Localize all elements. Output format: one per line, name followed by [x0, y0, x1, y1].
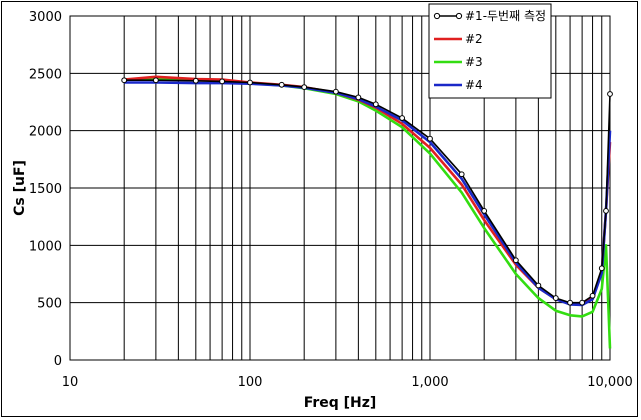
- legend-label: #4: [465, 78, 483, 92]
- series-1-marker: [301, 84, 308, 90]
- series-line-2: [124, 75, 612, 306]
- series-1-marker: [579, 299, 586, 306]
- series-1-marker: [589, 292, 596, 299]
- x-tick-label: 100: [238, 375, 263, 390]
- legend-box: [428, 3, 552, 99]
- tick-labels: 10 100 1,000 10,000 0 500 1000 1500 2000 2500 3000: [29, 10, 633, 390]
- series-1-marker: [607, 91, 613, 97]
- y-axis-label: Cs [uF]: [12, 160, 28, 216]
- series-1-marker: [278, 81, 285, 88]
- y-tick-label: 1000: [29, 239, 62, 254]
- y-tick-label: 500: [37, 297, 62, 312]
- series-1-marker: [427, 135, 433, 142]
- legend-label: #2: [465, 32, 483, 46]
- series-1-marker: [458, 171, 465, 178]
- series-1-marker: [567, 299, 573, 306]
- series-1-marker: [355, 94, 362, 101]
- series-1-marker: [219, 78, 226, 85]
- y-tick-label: 2500: [29, 67, 62, 82]
- series-line-1: [124, 79, 611, 304]
- legend-label: #1-두번째 측정: [465, 9, 546, 23]
- legend-marker: [455, 12, 463, 20]
- series-1-marker: [598, 265, 605, 272]
- x-tick-label: 10,000: [587, 375, 633, 390]
- y-tick-label: 1500: [29, 182, 62, 197]
- legend: #1-두번째 측정 #2 #3 #4: [428, 3, 552, 99]
- y-tick-label: 0: [54, 354, 62, 369]
- series-1-marker: [332, 88, 339, 95]
- x-tick-label: 1,000: [411, 375, 448, 390]
- series-1-marker: [372, 101, 379, 108]
- series-1-marker: [552, 295, 559, 301]
- series-1-marker: [192, 77, 199, 84]
- x-axis-label: Freq [Hz]: [304, 395, 377, 411]
- legend-marker: [433, 12, 441, 20]
- y-tick-label: 2000: [29, 125, 62, 140]
- series-line-4: [124, 81, 612, 307]
- x-tick-label: 10: [62, 375, 79, 390]
- series-1-marker: [512, 257, 519, 264]
- series-layer: [121, 75, 613, 349]
- series-1-marker: [152, 77, 159, 84]
- series-1-marker: [247, 79, 253, 86]
- plot-area: [69, 15, 611, 361]
- series-1-marker: [535, 282, 542, 289]
- series-1-marker: [399, 115, 406, 121]
- series-1-marker: [603, 208, 609, 214]
- series-line-3: [124, 77, 612, 349]
- legend-label: #3: [465, 55, 483, 69]
- series-1-marker: [121, 77, 128, 84]
- y-tick-label: 3000: [29, 10, 62, 25]
- series-1-marker: [481, 208, 488, 214]
